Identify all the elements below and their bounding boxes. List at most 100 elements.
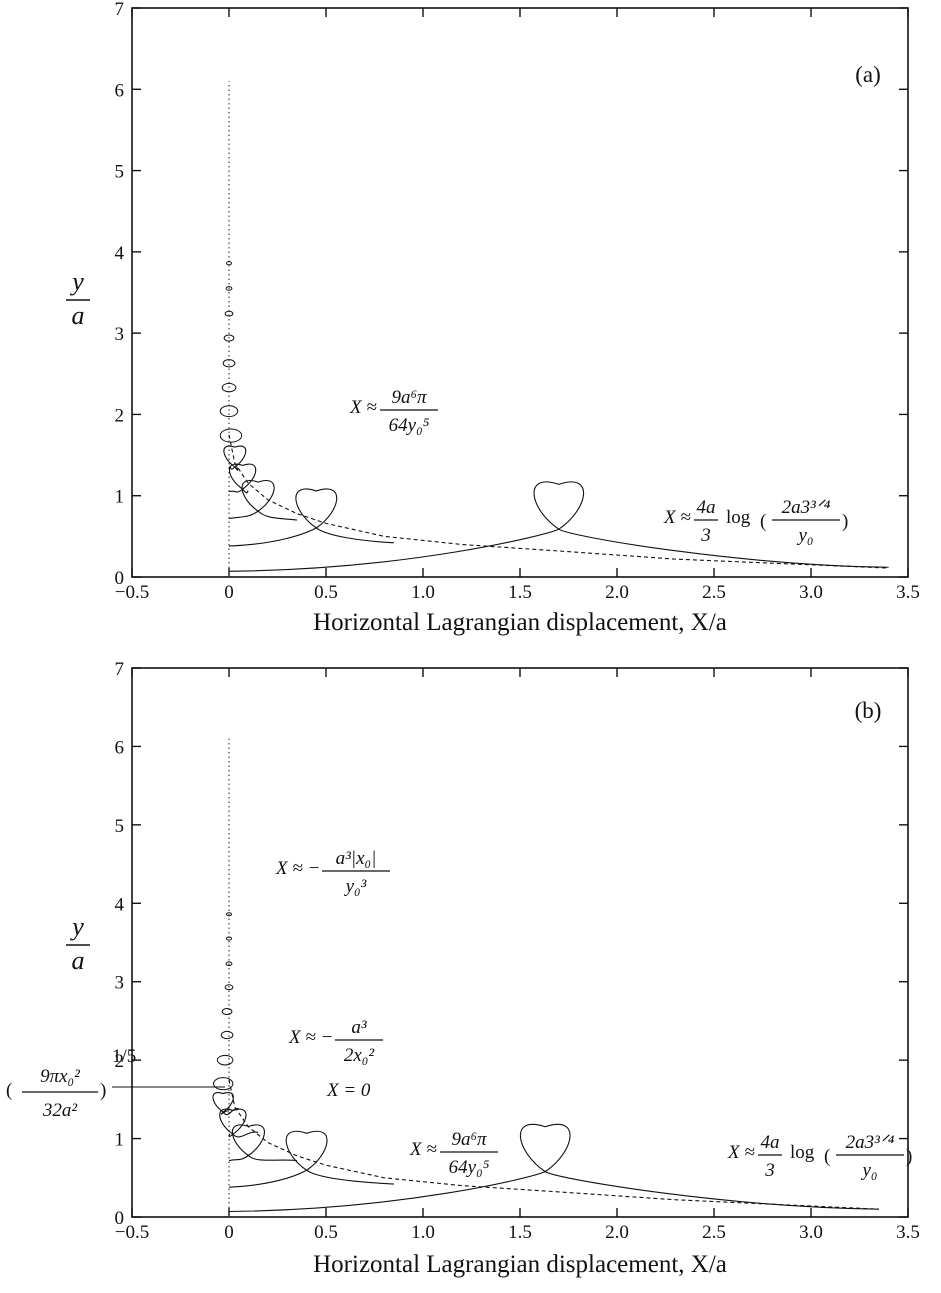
trajectory-2 xyxy=(228,488,394,547)
annotation-denominator: 3 xyxy=(764,1160,775,1181)
panel-label: (a) xyxy=(855,62,881,87)
small-trajectory-loop xyxy=(221,382,237,393)
annotation-paren-numerator: 2a3³ᐟ⁴ xyxy=(846,1132,895,1153)
y-axis-label-den: a xyxy=(72,946,85,975)
x-tick-label: 3.0 xyxy=(799,582,823,603)
dashed-envelope xyxy=(228,434,889,569)
annotation-prefix: X ≈ − xyxy=(275,858,320,879)
y-tick-label: 3 xyxy=(115,324,125,345)
y-tick-label: 3 xyxy=(115,973,125,994)
dashed-envelope xyxy=(228,1079,879,1210)
annotation-numerator: 9πx₀² xyxy=(40,1066,80,1087)
small-trajectory-loop xyxy=(220,1030,234,1040)
x-tick-label: 2.0 xyxy=(605,582,629,603)
annotation-log: log xyxy=(726,507,751,528)
y-tick-label: 7 xyxy=(115,659,125,680)
y-axis-label-num: y xyxy=(69,912,84,941)
annotation-b1: X ≈ − a³|x₀| y₀³ xyxy=(275,848,390,897)
y-axis-label-den: a xyxy=(72,301,85,330)
y-tick-label: 1 xyxy=(115,1130,125,1151)
trajectory-1 xyxy=(228,1124,879,1213)
trajectory-5 xyxy=(212,1092,239,1116)
annotation-denominator: 3 xyxy=(700,525,711,546)
trajectory-1 xyxy=(228,481,889,572)
x-axis-label: Horizontal Lagrangian displacement, X/a xyxy=(313,609,727,636)
annotation-text: X = 0 xyxy=(326,1080,371,1101)
x-tick-label: 0 xyxy=(224,582,234,603)
annotation-numerator: 4a xyxy=(761,1132,780,1153)
annotation-denominator: 32a² xyxy=(42,1100,78,1121)
chart-panel-b: −0.5 0 0.5 1.0 1.5 2.0 2.5 3.0 3.501234567Horizo… xyxy=(6,659,920,1278)
paren-right: ) xyxy=(906,1146,912,1167)
annotation-numerator: 4a xyxy=(697,497,716,518)
x-tick-label: 2.5 xyxy=(702,1222,726,1243)
y-tick-label: 5 xyxy=(115,162,125,183)
small-trajectory-loop xyxy=(224,310,234,317)
x-tick-label: 0.5 xyxy=(314,1222,338,1243)
y-tick-label: 7 xyxy=(115,0,125,20)
y-axis-label-num: y xyxy=(69,267,84,296)
small-trajectory-loop xyxy=(224,984,234,991)
trajectory-2 xyxy=(228,1130,394,1188)
y-tick-label: 1 xyxy=(115,487,125,508)
trajectory-5 xyxy=(223,445,247,471)
small-trajectory-loop xyxy=(221,1008,233,1016)
y-tick-label: 2 xyxy=(115,405,125,426)
x-tick-label: 1.0 xyxy=(411,582,435,603)
x-axis-label: Horizontal Lagrangian displacement, X/a xyxy=(313,1251,727,1278)
y-tick-label: 0 xyxy=(115,568,125,589)
annotation-paren-numerator: 2a3³ᐟ⁴ xyxy=(782,497,831,518)
annotation-paren-denominator: y₀ xyxy=(860,1160,877,1181)
small-trajectory-loop xyxy=(226,936,232,941)
x-tick-label: 1.5 xyxy=(508,582,532,603)
small-trajectory-loop xyxy=(216,1054,234,1066)
small-trajectory-loop xyxy=(226,261,232,266)
annotation-denominator: y₀³ xyxy=(344,876,367,897)
annotation-log: log xyxy=(790,1142,815,1163)
trajectory-3 xyxy=(228,480,297,521)
x-tick-label: −0.5 xyxy=(115,1222,149,1243)
small-trajectory-loop xyxy=(226,912,232,917)
x-tick-label: 3.0 xyxy=(799,1222,823,1243)
annotation-paren-denominator: y₀ xyxy=(796,525,813,546)
paren-left: ( xyxy=(6,1080,12,1101)
x-tick-label: 1.0 xyxy=(411,1222,435,1243)
paren-left: ( xyxy=(824,1146,830,1167)
y-tick-label: 6 xyxy=(115,737,125,758)
paren-right: ) xyxy=(842,511,848,532)
small-trajectory-loop xyxy=(225,286,233,291)
annotation-b2: X ≈ − a³ 2x₀² xyxy=(288,1017,383,1066)
annotation-a2: X ≈ 4a 3 log (2a3³ᐟ⁴ y₀) xyxy=(663,497,848,546)
annotation-denominator: 64y₀⁵ xyxy=(389,415,430,436)
annotation-numerator: a³|x₀| xyxy=(336,848,377,869)
x-tick-label: 1.5 xyxy=(508,1222,532,1243)
annotation-prefix: X ≈ − xyxy=(288,1027,333,1048)
small-trajectory-loop xyxy=(219,405,239,418)
x-tick-label: 0.5 xyxy=(314,582,338,603)
small-trajectory-loop xyxy=(222,359,236,368)
panel-label: (b) xyxy=(855,698,882,723)
annotation-numerator: a³ xyxy=(351,1017,367,1038)
x-tick-label: 3.5 xyxy=(896,1222,920,1243)
annotation-numerator: 9a⁶π xyxy=(391,387,427,408)
annotation-denominator: 2x₀² xyxy=(344,1045,375,1066)
annotation-b6: (9πx₀² 32a²) 1/5 xyxy=(6,1046,225,1121)
paren-right: ) xyxy=(100,1080,106,1101)
x-tick-label: 0 xyxy=(224,1222,234,1243)
annotation-prefix: X ≈ xyxy=(409,1139,437,1160)
small-trajectory-loop xyxy=(223,334,235,342)
x-tick-label: −0.5 xyxy=(115,582,149,603)
x-tick-label: 2.0 xyxy=(605,1222,629,1243)
annotation-prefix: X ≈ xyxy=(349,397,377,418)
y-tick-label: 0 xyxy=(115,1208,125,1229)
annotation-prefix: X ≈ xyxy=(727,1142,755,1163)
annotation-numerator: 9a⁶π xyxy=(451,1129,487,1150)
paren-left: ( xyxy=(760,511,766,532)
small-trajectory-loop xyxy=(212,1077,234,1091)
small-trajectory-loop xyxy=(219,428,243,443)
small-trajectory-loop xyxy=(225,961,233,966)
y-tick-label: 5 xyxy=(115,816,125,837)
trajectory-4 xyxy=(228,463,257,494)
y-tick-label: 2 xyxy=(115,1051,125,1072)
